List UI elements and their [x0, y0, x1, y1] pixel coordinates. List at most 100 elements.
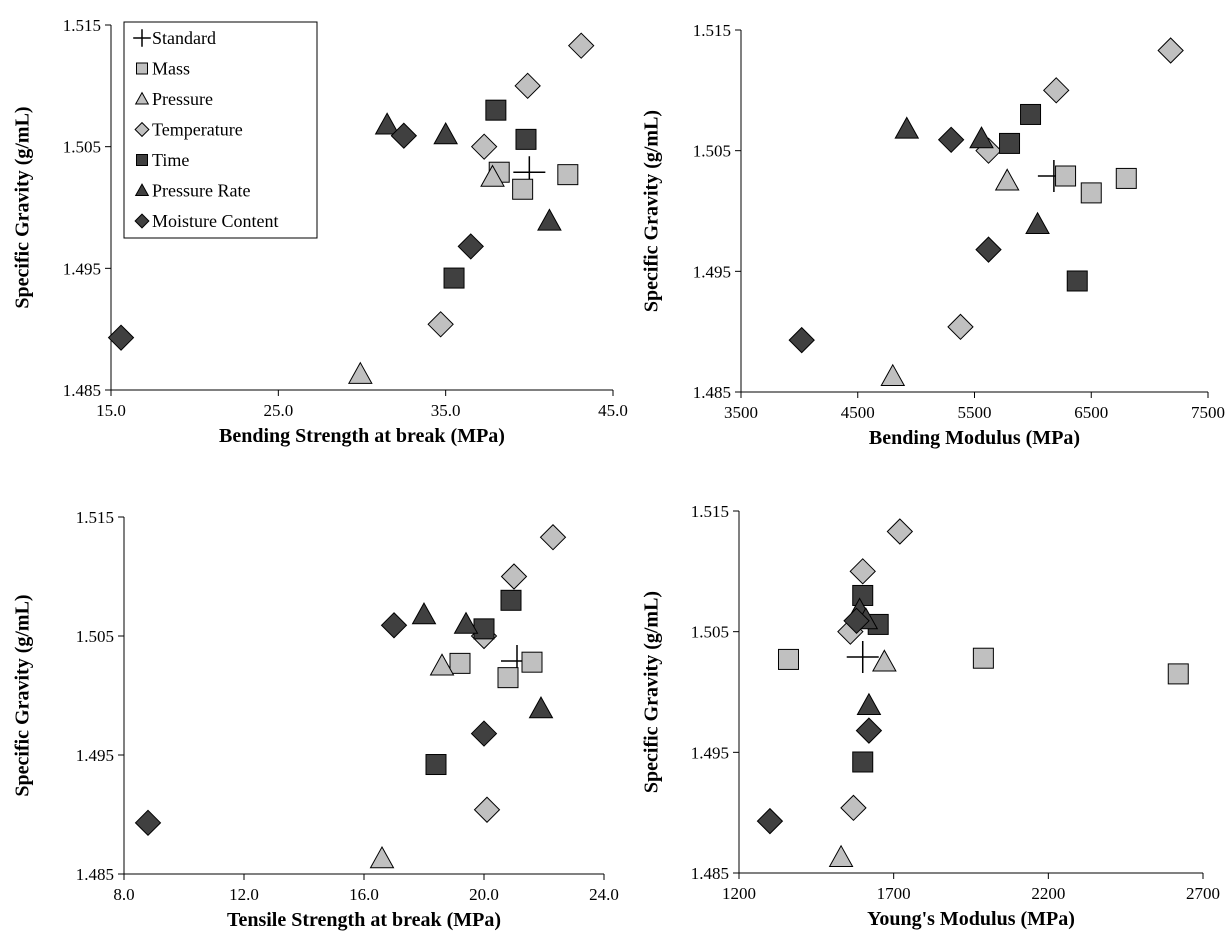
- point-time: [500, 589, 522, 611]
- point-temperature: [1043, 77, 1070, 104]
- x-tick-label: 1200: [722, 884, 756, 903]
- x-tick-label: 3500: [724, 403, 758, 422]
- point-standard: [846, 641, 879, 674]
- point-pressure: [480, 164, 505, 187]
- point-mass: [512, 178, 534, 200]
- point-pressure-rate: [1025, 211, 1050, 234]
- point-moisture-content: [975, 236, 1002, 263]
- point-temperature: [947, 313, 974, 341]
- series-moisture-content: [788, 126, 1002, 354]
- chart-tensile-strength: 8.0 12.0 16.0 20.0 24.0 1.485 1.495 1.505 1.515 T…: [12, 508, 619, 931]
- x-tick-label: 12.0: [229, 885, 259, 904]
- series-pressure: [828, 649, 897, 868]
- point-pressure-rate: [433, 121, 459, 145]
- legend-label-pressure: Pressure: [152, 89, 213, 109]
- point-moisture-content: [470, 720, 498, 747]
- y-tick-label: 1.485: [63, 381, 101, 400]
- point-temperature: [500, 563, 528, 590]
- point-time: [485, 99, 507, 121]
- x-tick-label: 8.0: [113, 885, 134, 904]
- x-tick-label: 7500: [1191, 403, 1225, 422]
- point-moisture-content: [855, 717, 883, 744]
- x-tick-label: 4500: [841, 403, 875, 422]
- legend-label-moisture-content: Moisture Content: [152, 211, 279, 231]
- point-time: [852, 584, 874, 606]
- chart-bending-modulus: 3500 4500 5500 6500 7500 1.485 1.495 1.505 1.515…: [641, 21, 1225, 449]
- legend-box: [123, 21, 318, 239]
- x-tick-label: 35.0: [431, 401, 461, 420]
- x-axis-title: Tensile Strength at break (MPa): [227, 909, 501, 931]
- point-time: [1066, 270, 1088, 292]
- point-mass: [1115, 167, 1137, 189]
- y-tick-label: 1.505: [76, 627, 114, 646]
- legend-marker-mass: [136, 62, 148, 75]
- point-pressure-rate: [453, 611, 479, 634]
- point-temperature: [567, 32, 595, 59]
- point-pressure-rate: [537, 208, 562, 231]
- x-tick-label: 25.0: [263, 401, 293, 420]
- legend-label-standard: Standard: [152, 28, 216, 48]
- point-time: [515, 128, 537, 150]
- point-time: [999, 132, 1021, 154]
- series-pressure-rate: [894, 116, 1050, 234]
- x-tick-label: 2700: [1186, 884, 1220, 903]
- y-tick-label: 1.505: [693, 142, 731, 161]
- legend-label-time: Time: [152, 150, 189, 170]
- point-temperature: [514, 72, 541, 100]
- x-tick-label: 5500: [958, 403, 992, 422]
- point-pressure-rate: [374, 112, 400, 135]
- point-mass: [777, 648, 799, 670]
- series-moisture-content: [756, 607, 883, 835]
- point-temperature: [840, 794, 867, 822]
- legend-label-pressure-rate: Pressure Rate: [152, 181, 250, 201]
- y-tick-label: 1.485: [691, 864, 729, 883]
- point-moisture-content: [788, 326, 815, 354]
- point-mass: [1055, 165, 1077, 187]
- series-pressure: [880, 168, 1020, 387]
- point-mass: [557, 164, 579, 186]
- y-tick-label: 1.495: [76, 746, 114, 765]
- x-axis-title: Bending Strength at break (MPa): [219, 425, 505, 447]
- point-pressure: [872, 649, 897, 672]
- y-axis-title: Specific Gravity (g/mL): [641, 591, 663, 793]
- series-time: [425, 589, 522, 776]
- legend-marker-time: [136, 154, 148, 166]
- point-pressure: [369, 846, 395, 869]
- series-pressure-rate: [374, 112, 562, 231]
- series-moisture-content: [134, 612, 498, 837]
- point-time: [473, 618, 495, 640]
- point-temperature: [473, 796, 501, 823]
- series-mass: [449, 651, 543, 689]
- series-pressure: [369, 653, 455, 869]
- y-tick-label: 1.515: [76, 508, 114, 527]
- point-moisture-content: [134, 809, 162, 837]
- chart-bending-strength: 15.0 25.0 35.0 45.0 1.485 1.495 1.505 1.515 Bend…: [12, 16, 628, 447]
- point-temperature: [886, 518, 914, 545]
- series-time: [999, 103, 1088, 292]
- series-standard: [846, 641, 879, 674]
- point-pressure: [994, 168, 1020, 191]
- y-axis-title: Specific Gravity (g/mL): [12, 106, 34, 308]
- x-axis-title: Young's Modulus (MPa): [867, 908, 1075, 930]
- y-tick-label: 1.515: [63, 16, 101, 35]
- y-tick-label: 1.495: [693, 262, 731, 281]
- y-tick-label: 1.495: [691, 743, 729, 762]
- x-tick-label: 15.0: [96, 401, 126, 420]
- y-tick-label: 1.515: [693, 21, 731, 40]
- point-moisture-content: [937, 126, 965, 154]
- legend-marker-pressure-rate: [134, 183, 150, 197]
- legend-marker-pressure: [134, 91, 150, 105]
- x-tick-label: 2200: [1031, 884, 1065, 903]
- y-tick-label: 1.485: [76, 865, 114, 884]
- point-mass: [521, 651, 543, 673]
- chart-youngs-modulus: 1200 1700 2200 2700 1.485 1.495 1.505 1.515 Youn…: [641, 502, 1220, 930]
- point-pressure: [429, 653, 455, 676]
- point-pressure: [347, 361, 373, 384]
- point-pressure-rate: [528, 696, 554, 719]
- series-mass: [777, 647, 1189, 685]
- x-tick-label: 6500: [1074, 403, 1108, 422]
- series-temperature: [947, 37, 1184, 341]
- point-temperature: [539, 524, 567, 551]
- point-time: [1020, 103, 1042, 125]
- point-mass: [972, 647, 994, 669]
